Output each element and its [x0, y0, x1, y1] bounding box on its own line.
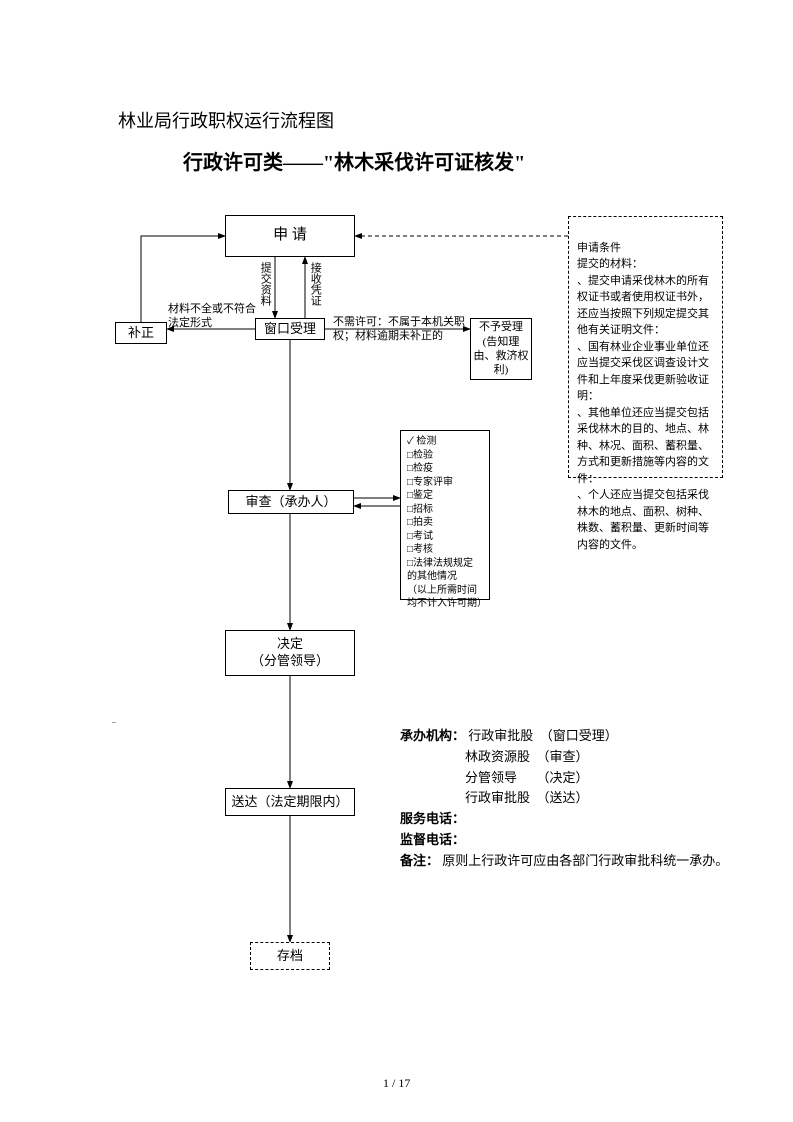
- node-window-label: 窗口受理: [264, 321, 316, 338]
- page-number: 1 / 17: [383, 1076, 410, 1091]
- page-title-2: 行政许可类——"林木采伐许可证核发": [183, 146, 525, 175]
- node-correct-label: 补正: [128, 325, 154, 342]
- info-block: 承办机构： 行政审批股 （窗口受理） 林政资源股 （审查） 分管领导 （决定） …: [400, 726, 730, 872]
- node-reject-label: 不予受理(告知理由、救济权利): [473, 320, 529, 377]
- check-box: ✓ 检测 □检验 □检疫 □专家评审 □鉴定 □招标 □拍卖 □考试 □考核 □…: [400, 430, 490, 600]
- check-item: □专家评审: [407, 476, 483, 490]
- node-archive-label: 存档: [277, 946, 303, 966]
- note-text: 原则上行政许可应由各部门行政审批科统一承办。: [442, 853, 728, 868]
- check-header: ✓ 检测: [407, 435, 483, 449]
- edge-label-incomplete: 材料不全或不符合 法定形式: [168, 302, 258, 331]
- edge-label-receipt: 接收凭证: [308, 262, 322, 314]
- phone-service-label: 服务电话：: [400, 811, 465, 826]
- node-decide-label: 决定 （分管领导）: [251, 636, 329, 670]
- node-review: 审查（承办人）: [228, 490, 354, 514]
- check-item: □招标: [407, 503, 483, 517]
- stray-mark: ..: [112, 716, 116, 725]
- edge-label-submit: 提交资料: [258, 262, 272, 314]
- check-item: □考试: [407, 530, 483, 544]
- phone-supervise-label: 监督电话：: [400, 832, 465, 847]
- node-deliver-label: 送达（法定期限内）: [231, 794, 348, 811]
- check-item: □拍卖: [407, 516, 483, 530]
- check-item: □鉴定: [407, 489, 483, 503]
- agency-label: 承办机构：: [400, 728, 465, 743]
- node-decide: 决定 （分管领导）: [225, 630, 355, 676]
- check-note: （以上所需时间均不计入许可期）: [407, 584, 483, 611]
- agency-row: 行政审批股 （送达）: [400, 788, 730, 809]
- page-title-1: 林业局行政职权运行流程图: [118, 107, 334, 133]
- conditions-box: 申请条件 提交的材料： 、提交申请采伐林木的所有权证书或者使用权证书外，还应当按…: [568, 216, 723, 478]
- agency-row: 分管领导 （决定）: [400, 768, 730, 789]
- agency-row: 行政审批股 （窗口受理）: [468, 728, 618, 743]
- node-reject: 不予受理(告知理由、救济权利): [470, 318, 532, 380]
- agency-row: 林政资源股 （审查）: [400, 747, 730, 768]
- note-label: 备注：: [400, 853, 439, 868]
- conditions-text: 申请条件 提交的材料： 、提交申请采伐林木的所有权证书或者使用权证书外，还应当按…: [577, 242, 709, 551]
- node-apply: 申 请: [225, 215, 355, 257]
- check-item: □考核: [407, 543, 483, 557]
- node-archive: 存档: [250, 942, 330, 970]
- check-item: □检验: [407, 449, 483, 463]
- node-apply-label: 申 请: [273, 226, 307, 246]
- node-window: 窗口受理: [255, 318, 325, 340]
- node-review-label: 审查（承办人）: [245, 494, 336, 511]
- edge-label-no-permit: 不需许可：不属于本机关职权；材料逾期未补正的: [333, 315, 468, 344]
- check-item: □检疫: [407, 462, 483, 476]
- check-item: □法律法规规定的其他情况: [407, 557, 483, 584]
- node-deliver: 送达（法定期限内）: [225, 788, 355, 816]
- node-correct: 补正: [115, 322, 167, 344]
